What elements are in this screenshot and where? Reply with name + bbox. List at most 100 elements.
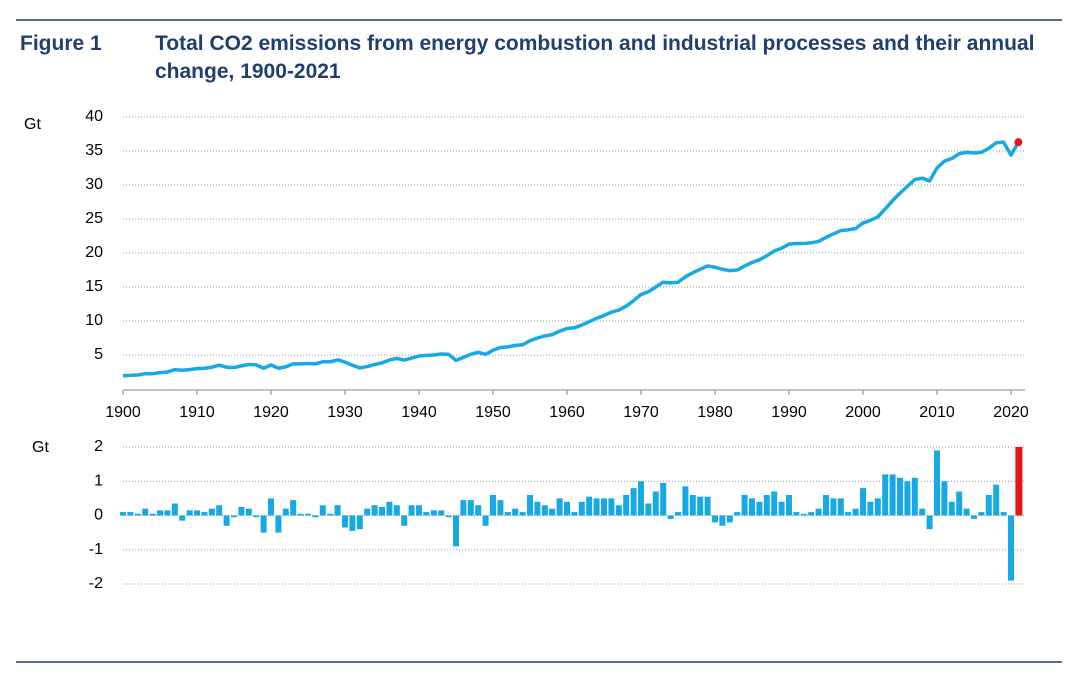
- change-bar: [800, 513, 807, 516]
- change-bar: [216, 505, 223, 516]
- change-bar: [689, 494, 696, 516]
- change-bar: [527, 494, 533, 516]
- change-bar: [120, 512, 126, 516]
- change-bar: [615, 505, 622, 516]
- x-tick-label: 1980: [697, 404, 733, 421]
- change-bar: [142, 508, 149, 516]
- change-bar: [157, 510, 163, 516]
- change-bar: [845, 512, 852, 516]
- change-bar: [586, 496, 593, 516]
- change-bar: [1000, 512, 1007, 516]
- change-bar: [712, 515, 718, 523]
- change-bar: [379, 506, 385, 516]
- change-bar: [941, 481, 948, 516]
- change-bar: [874, 498, 881, 516]
- change-bar: [771, 491, 778, 516]
- change-bar: [704, 496, 711, 516]
- change-bar: [837, 498, 844, 516]
- change-bar: [889, 474, 896, 516]
- change-bar: [430, 510, 437, 516]
- y-tick-label: 40: [85, 108, 103, 125]
- change-bar: [697, 496, 704, 516]
- change-bar: [823, 494, 829, 516]
- change-bar: [401, 515, 408, 526]
- change-bar: [808, 512, 815, 516]
- change-bar: [201, 512, 208, 516]
- change-bar: [268, 498, 274, 516]
- change-bar: [919, 508, 926, 516]
- change-bar: [223, 515, 230, 526]
- change-bar: [423, 512, 430, 516]
- x-tick-label: 2020: [993, 404, 1029, 421]
- change-bar: [815, 508, 822, 516]
- y-label: Gt: [24, 116, 41, 133]
- change-bar: [371, 505, 378, 516]
- change-bar: [682, 486, 689, 516]
- x-tick-label: 1990: [771, 404, 807, 421]
- change-bar: [675, 512, 681, 516]
- change-bar: [475, 505, 482, 516]
- change-bar: [342, 515, 348, 528]
- change-bar: [719, 515, 726, 526]
- change-bar: [741, 494, 748, 516]
- change-bar: [164, 510, 171, 516]
- y-tick-label: 2: [94, 438, 103, 455]
- change-bar: [134, 513, 141, 516]
- y-tick-label: 10: [85, 312, 103, 329]
- change-bar: [601, 498, 607, 516]
- y-tick-label: 30: [85, 176, 103, 193]
- change-bar: [312, 515, 319, 518]
- y-tick-label: 35: [85, 142, 103, 159]
- change-bar: [231, 515, 237, 518]
- change-bar: [852, 508, 859, 516]
- change-bar: [860, 488, 866, 516]
- change-bar: [608, 498, 615, 516]
- x-tick-label: 2000: [845, 404, 881, 421]
- change-bar: [556, 498, 563, 516]
- change-bar: [934, 450, 940, 516]
- x-tick-label: 1920: [253, 404, 289, 421]
- change-bar: [349, 515, 356, 531]
- y-tick-label: 15: [85, 278, 103, 295]
- change-bar: [194, 510, 200, 516]
- change-bar: [386, 501, 393, 516]
- change-bar: [1015, 447, 1023, 516]
- change-bar: [297, 513, 304, 516]
- change-bar: [260, 515, 267, 533]
- change-bar: [497, 500, 504, 516]
- change-bar: [549, 508, 556, 516]
- change-bar: [208, 508, 215, 516]
- change-bar: [993, 484, 1000, 516]
- y-label: Gt: [32, 439, 49, 456]
- change-bar: [564, 501, 570, 516]
- change-bar: [364, 508, 371, 516]
- change-bar: [763, 494, 770, 516]
- x-tick-label: 1960: [549, 404, 585, 421]
- change-bar: [453, 515, 459, 547]
- change-bar: [593, 498, 600, 516]
- change-bar: [408, 505, 415, 516]
- change-bar: [571, 512, 578, 516]
- change-bar: [645, 503, 652, 516]
- x-tick-label: 1970: [623, 404, 659, 421]
- change-bar: [726, 515, 733, 523]
- change-bar: [393, 505, 400, 516]
- change-bar: [512, 508, 519, 516]
- change-bar: [660, 482, 667, 516]
- change-bar: [978, 512, 985, 516]
- y-tick-label: 20: [85, 244, 103, 261]
- change-bar: [238, 506, 245, 516]
- change-bar: [275, 515, 282, 533]
- change-bar: [490, 494, 496, 516]
- change-bar: [467, 500, 474, 516]
- chart-title: Total CO2 emissions from energy combusti…: [155, 32, 1035, 83]
- change-bar: [253, 515, 260, 518]
- change-bar: [356, 515, 363, 530]
- change-bar: [305, 513, 311, 516]
- change-bar: [334, 505, 341, 516]
- x-tick-label: 2010: [919, 404, 955, 421]
- change-bar: [897, 477, 903, 516]
- y-tick-label: 25: [85, 210, 103, 227]
